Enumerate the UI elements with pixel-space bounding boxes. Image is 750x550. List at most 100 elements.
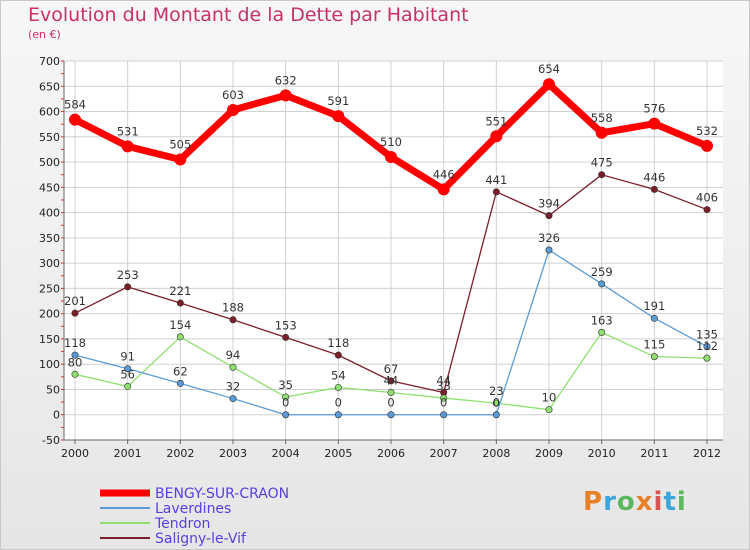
data-point	[703, 343, 711, 351]
legend-label: Laverdines	[155, 501, 231, 517]
y-tick-label: 450	[39, 181, 60, 194]
data-point	[121, 140, 134, 153]
data-point	[282, 333, 290, 341]
data-point	[492, 411, 500, 419]
data-label: 163	[591, 313, 613, 327]
data-point	[282, 411, 290, 419]
x-tick-label: 2012	[693, 447, 721, 460]
x-tick-label: 2011	[640, 447, 668, 460]
data-label: 654	[538, 62, 560, 76]
x-tick-label: 2001	[114, 447, 142, 460]
data-point	[176, 333, 184, 341]
data-point	[176, 299, 184, 307]
data-label: 0	[335, 396, 342, 410]
logo-letter: r	[603, 487, 617, 517]
data-label: 80	[68, 355, 83, 369]
y-tick-label: 200	[39, 308, 60, 321]
data-label: 532	[696, 124, 718, 138]
chart-title: Evolution du Montant de la Dette par Hab…	[28, 4, 469, 26]
data-label: 558	[591, 111, 613, 125]
data-label: 23	[489, 384, 504, 398]
data-label: 154	[169, 318, 191, 332]
data-label: 441	[485, 173, 507, 187]
data-label: 253	[117, 268, 139, 282]
data-point	[334, 351, 342, 359]
data-point	[701, 139, 713, 152]
data-label: 326	[538, 231, 560, 245]
data-label: 32	[226, 380, 241, 394]
proxiti-logo[interactable]: Proxiti	[583, 487, 687, 517]
x-tick-label: 2003	[219, 447, 247, 460]
y-tick-label: 350	[39, 232, 60, 245]
data-label: 118	[64, 336, 86, 350]
data-label: 56	[120, 367, 135, 381]
plot-area	[64, 61, 723, 440]
y-tick-label: 300	[39, 257, 60, 270]
data-label: 0	[282, 396, 289, 410]
data-point	[545, 246, 553, 254]
data-point	[492, 188, 500, 196]
data-point	[543, 78, 555, 91]
data-label: 221	[169, 284, 191, 298]
y-tick-label: 150	[39, 333, 60, 346]
data-point	[648, 117, 661, 130]
data-point	[490, 130, 503, 143]
data-point	[229, 363, 237, 371]
data-label: 112	[696, 339, 718, 353]
data-point	[334, 383, 342, 391]
data-point	[598, 171, 606, 179]
data-point	[703, 206, 711, 214]
x-tick-label: 2008	[482, 447, 510, 460]
legend-label: Tendron	[154, 516, 210, 532]
logo-letter: i	[653, 487, 664, 517]
data-label: 632	[275, 73, 297, 87]
data-point	[387, 377, 395, 385]
y-tick-label: 100	[39, 358, 60, 371]
data-point	[650, 353, 658, 361]
data-label: 94	[226, 348, 241, 362]
data-point	[650, 314, 658, 322]
data-label: 10	[542, 391, 557, 405]
x-tick-label: 2006	[377, 447, 405, 460]
data-point	[598, 328, 606, 336]
data-label: 510	[380, 135, 402, 149]
data-point	[124, 382, 132, 390]
data-point	[440, 394, 448, 402]
x-tick-label: 2009	[535, 447, 563, 460]
y-tick-label: 250	[39, 282, 60, 295]
y-tick-label: 550	[39, 131, 60, 144]
logo-letter: o	[616, 487, 636, 517]
logo-letter: t	[663, 487, 677, 517]
x-tick-label: 2000	[61, 447, 89, 460]
data-label: 394	[538, 197, 560, 211]
data-label: 505	[169, 138, 191, 152]
logo-letter: P	[583, 487, 604, 517]
data-point	[387, 388, 395, 396]
data-point	[69, 113, 81, 126]
data-label: 584	[64, 98, 86, 112]
x-tick-label: 2002	[166, 447, 194, 460]
data-point	[71, 351, 79, 359]
data-point	[545, 406, 553, 414]
x-tick-label: 2004	[272, 447, 300, 460]
data-point	[440, 411, 448, 419]
data-point	[332, 110, 345, 123]
y-tick-label: 650	[39, 80, 60, 93]
data-label: 201	[64, 294, 86, 308]
data-label: 135	[696, 328, 718, 342]
y-tick-label: 500	[39, 156, 60, 169]
data-point	[545, 212, 553, 220]
y-tick-label: -50	[42, 434, 60, 447]
legend-label: BENGY-SUR-CRAON	[155, 486, 289, 502]
data-label: 188	[222, 301, 244, 315]
data-point	[437, 183, 450, 196]
data-label: 0	[387, 396, 394, 410]
data-label: 44	[384, 373, 399, 387]
x-tick-label: 2007	[430, 447, 458, 460]
data-point	[598, 280, 606, 288]
data-point	[71, 309, 79, 317]
data-label: 54	[331, 368, 346, 382]
x-tick-label: 2010	[588, 447, 616, 460]
data-label: 118	[327, 336, 349, 350]
data-point	[174, 153, 187, 166]
